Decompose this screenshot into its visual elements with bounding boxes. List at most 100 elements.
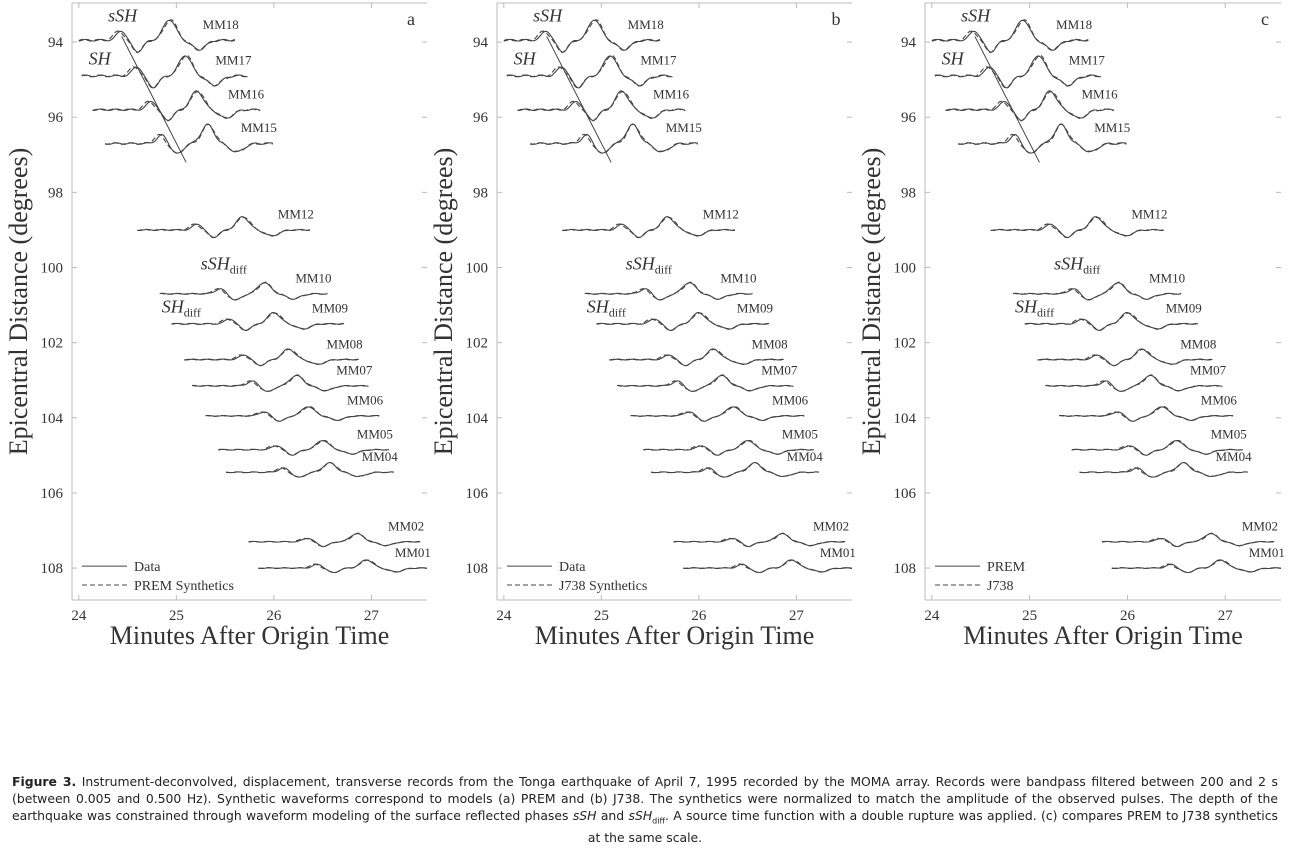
station-label: MM04 xyxy=(787,449,824,464)
legend-label: J738 Synthetics xyxy=(559,579,647,594)
y-tick-label: 104 xyxy=(466,411,489,427)
caption-label: Figure 3. xyxy=(12,774,77,789)
x-tick-label: 24 xyxy=(496,608,512,624)
station-label: MM04 xyxy=(1215,449,1252,464)
data-trace-mm07 xyxy=(191,374,369,392)
y-tick-label: 108 xyxy=(894,561,917,577)
station-label: MM18 xyxy=(1056,17,1092,32)
station-label: MM16 xyxy=(228,86,265,101)
legend-label: Data xyxy=(134,560,161,575)
synthetic-trace-mm09 xyxy=(171,312,345,331)
phase-label-sshdiff: sSHdiff xyxy=(1054,253,1100,276)
station-label: MM17 xyxy=(215,53,252,68)
y-axis-label: Epicentral Distance (degrees) xyxy=(857,148,886,456)
caption-phase-1: sSH xyxy=(572,808,597,823)
y-tick-label: 102 xyxy=(466,336,489,352)
data-trace-mm08 xyxy=(184,348,359,367)
synthetic-trace-mm16 xyxy=(517,91,686,122)
legend-label: Data xyxy=(559,560,586,575)
data-trace-mm12 xyxy=(137,216,311,238)
data-trace-mm12 xyxy=(562,216,736,238)
station-label: MM06 xyxy=(347,393,384,408)
station-label: MM17 xyxy=(1069,53,1106,68)
caption-text-1: Instrument-deconvolved, displacement, tr… xyxy=(12,774,1278,823)
y-tick-label: 102 xyxy=(894,336,917,352)
station-label: MM08 xyxy=(327,336,363,351)
synthetic-trace-mm10 xyxy=(1013,281,1182,301)
station-label: MM18 xyxy=(203,17,239,32)
y-tick-label: 96 xyxy=(901,110,917,126)
panel-letter: a xyxy=(407,9,415,29)
synthetic-trace-mm06 xyxy=(630,405,805,422)
y-axis-label: Epicentral Distance (degrees) xyxy=(4,148,33,456)
phase-label-shdiff: SHdiff xyxy=(1015,297,1054,320)
y-tick-label: 100 xyxy=(41,260,64,276)
station-label: MM08 xyxy=(752,336,788,351)
station-label: MM16 xyxy=(653,86,690,101)
x-tick-label: 27 xyxy=(789,608,805,624)
synthetic-trace-mm04 xyxy=(1079,462,1248,478)
synthetic-trace-mm08 xyxy=(1037,348,1213,367)
synthetic-trace-mm06 xyxy=(1059,405,1234,422)
station-label: MM09 xyxy=(312,301,348,316)
legend-label: PREM xyxy=(987,560,1026,575)
sh-moveout-line xyxy=(974,36,1040,163)
station-label: MM15 xyxy=(666,120,702,135)
x-tick-label: 26 xyxy=(266,608,282,624)
data-trace-mm06 xyxy=(1058,406,1234,422)
synthetic-trace-mm15 xyxy=(958,123,1127,154)
phase-label-sh: SH xyxy=(942,49,965,69)
y-tick-label: 98 xyxy=(48,185,63,201)
station-label: MM16 xyxy=(1081,86,1118,101)
panel-letter: b xyxy=(832,9,841,29)
synthetic-trace-mm02 xyxy=(673,532,846,548)
y-tick-label: 96 xyxy=(48,110,64,126)
caption-and: and xyxy=(596,808,629,823)
station-label: MM04 xyxy=(362,449,399,464)
station-label: MM07 xyxy=(336,363,373,378)
panel-c: 24 25 26 27 94 96 98 100 102 104 106 108 Epicentral … xyxy=(857,2,1285,650)
synthetic-trace-mm01 xyxy=(258,559,428,574)
x-tick-label: 24 xyxy=(924,608,940,624)
synthetic-trace-mm09 xyxy=(596,312,770,331)
y-tick-label: 100 xyxy=(894,260,917,276)
y-tick-label: 106 xyxy=(466,486,489,502)
synthetic-trace-mm07 xyxy=(616,374,794,392)
synthetic-trace-mm16 xyxy=(945,91,1114,122)
station-label: MM10 xyxy=(1149,271,1185,286)
phase-label-shdiff: SHdiff xyxy=(587,297,626,320)
phase-label-ssh: sSH xyxy=(108,5,138,25)
station-label: MM09 xyxy=(1166,301,1202,316)
station-label: MM09 xyxy=(737,301,773,316)
synthetic-trace-mm10 xyxy=(159,281,328,301)
phase-label-sh: SH xyxy=(89,49,112,69)
station-label: MM12 xyxy=(278,207,314,222)
x-tick-label: 24 xyxy=(71,608,87,624)
y-tick-label: 98 xyxy=(901,185,916,201)
synthetic-trace-mm15 xyxy=(530,123,699,154)
x-axis-label: Minutes After Origin Time xyxy=(963,621,1243,650)
station-label: MM05 xyxy=(1211,426,1247,441)
station-label: MM18 xyxy=(628,17,664,32)
synthetic-trace-mm05 xyxy=(643,439,814,456)
phase-label-ssh: sSH xyxy=(533,5,563,25)
synthetic-trace-mm18 xyxy=(931,19,1089,53)
y-tick-label: 108 xyxy=(41,561,64,577)
phase-label-sshdiff: sSHdiff xyxy=(201,253,247,276)
station-label: MM01 xyxy=(395,545,431,560)
synthetic-trace-mm01 xyxy=(1111,559,1282,574)
station-label: MM05 xyxy=(782,426,818,441)
data-trace-mm07 xyxy=(616,374,794,392)
data-trace-mm06 xyxy=(205,406,380,422)
figure: 24 25 26 27 94 96 98 100 102 104 106 108 Epicentral … xyxy=(4,2,1285,650)
y-tick-label: 104 xyxy=(894,411,917,427)
station-label: MM07 xyxy=(1190,363,1227,378)
station-label: MM08 xyxy=(1180,336,1216,351)
synthetic-trace-mm17 xyxy=(506,54,673,89)
y-tick-label: 106 xyxy=(894,486,917,502)
station-label: MM07 xyxy=(761,363,798,378)
synthetic-trace-mm17 xyxy=(934,54,1102,89)
x-tick-label: 26 xyxy=(691,608,707,624)
panel-a: 24 25 26 27 94 96 98 100 102 104 106 108 Epicentral … xyxy=(4,2,431,650)
station-label: MM05 xyxy=(357,426,393,441)
